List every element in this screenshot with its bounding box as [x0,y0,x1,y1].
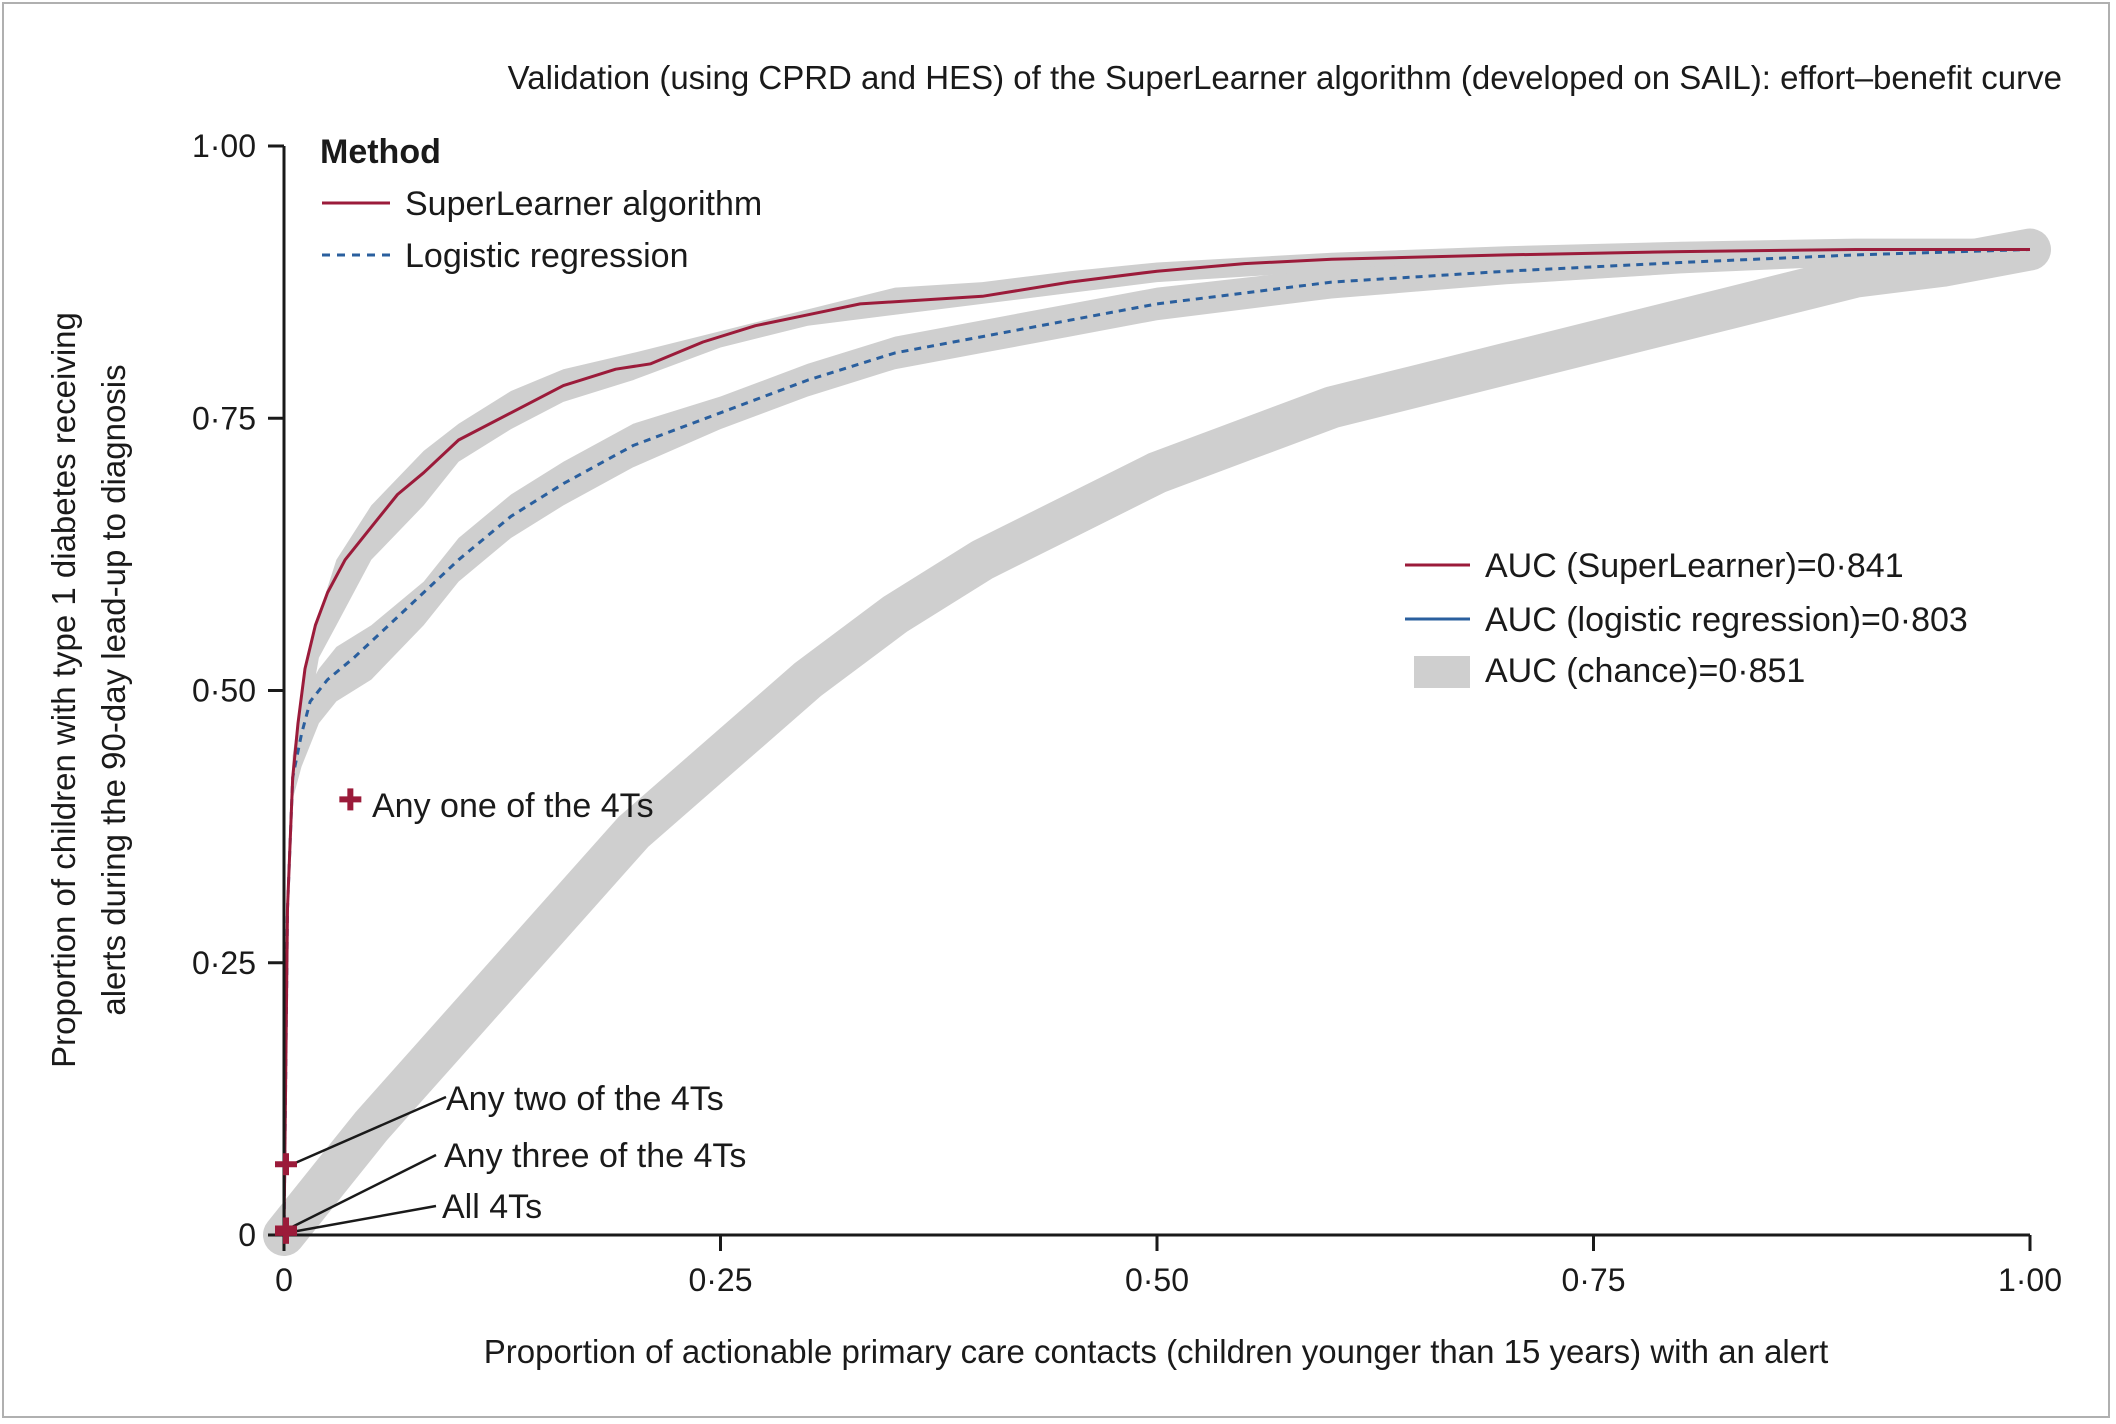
x-tick-label: 0·50 [1125,1262,1189,1298]
chance-band [263,228,2051,1256]
auc-logistic-label: AUC (logistic regression)=0·803 [1485,601,1968,639]
superlearner-line [282,248,2030,1236]
annotation-any-two: Any two of the 4Ts [446,1080,724,1118]
annotations: Any one of the 4Ts Any two of the 4Ts An… [285,787,746,1235]
y-axis-label-line2: alerts during the 90-day lead-up to diag… [95,364,132,1015]
legend-title: Method [320,133,441,171]
annotation-all-4ts: All 4Ts [442,1188,542,1226]
marker-any-two [275,1153,297,1176]
ci-bands [263,228,2051,1256]
x-axis-label: Proportion of actionable primary care co… [484,1333,1829,1370]
y-tick-label: 0·50 [192,673,256,709]
annotation-leader-three [285,1153,437,1232]
annotation-any-three: Any three of the 4Ts [444,1137,746,1175]
y-tick-label: 0 [238,1217,256,1253]
annotation-any-one: Any one of the 4Ts [372,787,654,825]
legend-logistic-label: Logistic regression [405,237,688,275]
x-tick-label: 1·00 [1998,1262,2062,1298]
marker-points [275,788,362,1244]
legend-superlearner-label: SuperLearner algorithm [405,185,762,223]
auc-superlearner-label: AUC (SuperLearner)=0·841 [1485,547,1904,585]
y-tick-label: 1·00 [192,128,256,164]
y-ticks: 0 0·25 0·50 0·75 1·00 [192,128,284,1253]
series-lines [282,248,2031,1236]
marker-any-one [339,788,362,811]
chart-title: Validation (using CPRD and HES) of the S… [508,59,2062,96]
x-ticks: 0 0·25 0·50 0·75 1·00 [275,1235,2062,1298]
x-tick-label: 0·75 [1561,1262,1625,1298]
x-tick-label: 0·25 [688,1262,752,1298]
logistic-ci-band [287,244,2030,931]
auc-chance-swatch [1414,656,1470,688]
annotation-leader-all [285,1204,437,1235]
method-legend: Method SuperLearner algorithm Logistic r… [320,133,762,275]
x-tick-label: 0 [275,1262,293,1298]
y-tick-label: 0·25 [192,945,256,981]
y-tick-label: 0·75 [192,400,256,436]
y-axis-label-line1: Proportion of children with type 1 diabe… [45,312,82,1068]
auc-legend: AUC (SuperLearner)=0·841 AUC (logistic r… [1405,547,1968,690]
marker-all-4ts [275,1221,297,1244]
auc-chance-label: AUC (chance)=0·851 [1485,652,1805,690]
annotation-leader-two [285,1095,447,1169]
logistic-regression-line [282,248,2031,1236]
